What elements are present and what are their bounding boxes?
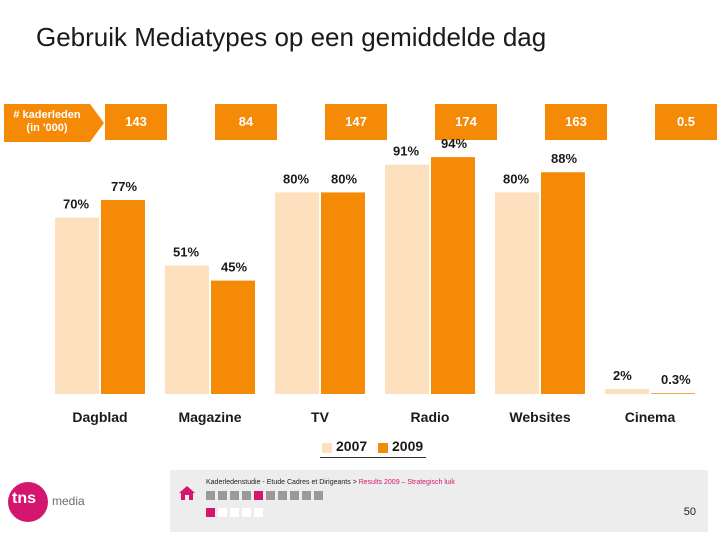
bar-2007-cinema bbox=[605, 388, 649, 394]
legend-label-2009: 2009 bbox=[392, 438, 424, 454]
nav-square bbox=[302, 491, 311, 500]
category-label-cinema: Cinema bbox=[625, 409, 676, 425]
bar-2009-radio bbox=[431, 157, 475, 394]
data-label-2009-dagblad: 77% bbox=[111, 179, 137, 194]
nav-square bbox=[230, 508, 239, 517]
member-count-dagblad: 143 bbox=[105, 104, 167, 140]
category-label-dagblad: Dagblad bbox=[72, 409, 127, 425]
logo-circle bbox=[8, 482, 48, 522]
data-label-2007-dagblad: 70% bbox=[63, 197, 89, 212]
member-count-radio: 174 bbox=[435, 104, 497, 140]
plot-area bbox=[50, 142, 710, 394]
page-number: 50 bbox=[683, 506, 696, 518]
members-label-line1: # kaderleden bbox=[13, 109, 81, 121]
legend-underline bbox=[320, 457, 426, 458]
logo-media-text: media bbox=[52, 494, 85, 508]
member-count-cinema: 0.5 bbox=[655, 104, 717, 140]
members-arrow-shape bbox=[4, 104, 104, 142]
bar-2007-magazine bbox=[165, 265, 209, 394]
nav-square bbox=[218, 508, 227, 517]
data-label-2007-radio: 91% bbox=[393, 144, 419, 159]
data-label-2009-tv: 80% bbox=[331, 171, 357, 186]
nav-square-active bbox=[206, 508, 215, 517]
source-highlight: Results 2009 – Strategisch luik bbox=[358, 479, 455, 486]
nav-square bbox=[266, 491, 275, 500]
category-label-magazine: Magazine bbox=[178, 409, 241, 425]
legend-label-2007: 2007 bbox=[336, 438, 368, 454]
footer-bar bbox=[170, 470, 708, 532]
data-label-2007-cinema: 2% bbox=[613, 368, 632, 383]
data-label-2007-websites: 80% bbox=[503, 171, 529, 186]
home-icon[interactable] bbox=[179, 486, 195, 500]
category-label-websites: Websites bbox=[509, 409, 570, 425]
nav-square bbox=[218, 491, 227, 500]
page-title: Gebruik Mediatypes op een gemiddelde dag bbox=[36, 22, 547, 52]
bar-2009-tv bbox=[321, 192, 365, 394]
nav-square bbox=[278, 491, 287, 500]
legend: 2007 2009 bbox=[320, 438, 430, 460]
category-label-radio: Radio bbox=[411, 409, 450, 425]
logo-tns-text: tns bbox=[12, 490, 36, 507]
nav-square-active bbox=[254, 491, 263, 500]
data-label-2009-radio: 94% bbox=[441, 136, 467, 151]
member-count-magazine: 84 bbox=[215, 104, 277, 140]
source-note: Kaderledenstudie - Etude Cadres et Dirig… bbox=[206, 479, 455, 486]
member-count-tv: 147 bbox=[325, 104, 387, 140]
bar-2007-radio bbox=[385, 164, 429, 394]
nav-square bbox=[242, 491, 251, 500]
nav-square bbox=[290, 491, 299, 500]
category-label-tv: TV bbox=[311, 409, 330, 425]
bar-2009-dagblad bbox=[101, 199, 145, 394]
data-label-2007-magazine: 51% bbox=[173, 244, 199, 259]
data-label-2009-magazine: 45% bbox=[221, 260, 247, 275]
nav-square bbox=[242, 508, 251, 517]
bar-2007-tv bbox=[275, 192, 319, 394]
nav-square bbox=[254, 508, 263, 517]
members-label-box: # kaderleden (in '000) bbox=[4, 104, 104, 142]
data-label-2009-cinema: 0.3% bbox=[661, 372, 691, 387]
bar-2009-websites bbox=[541, 172, 585, 394]
bar-2007-dagblad bbox=[55, 217, 99, 394]
members-label-line2: (in '000) bbox=[26, 122, 68, 134]
bar-2009-magazine bbox=[211, 280, 255, 394]
nav-square bbox=[206, 491, 215, 500]
member-count-websites: 163 bbox=[545, 104, 607, 140]
nav-square bbox=[230, 491, 239, 500]
legend-swatch-2007 bbox=[322, 443, 332, 453]
legend-swatch-2009 bbox=[378, 443, 388, 453]
data-label-2009-websites: 88% bbox=[551, 151, 577, 166]
source-text: Kaderledenstudie - Etude Cadres et Dirig… bbox=[206, 479, 359, 486]
tns-media-logo: tns media bbox=[8, 482, 104, 522]
nav-square bbox=[314, 491, 323, 500]
data-label-2007-tv: 80% bbox=[283, 171, 309, 186]
bar-2009-cinema bbox=[651, 393, 695, 394]
bar-2007-websites bbox=[495, 192, 539, 394]
